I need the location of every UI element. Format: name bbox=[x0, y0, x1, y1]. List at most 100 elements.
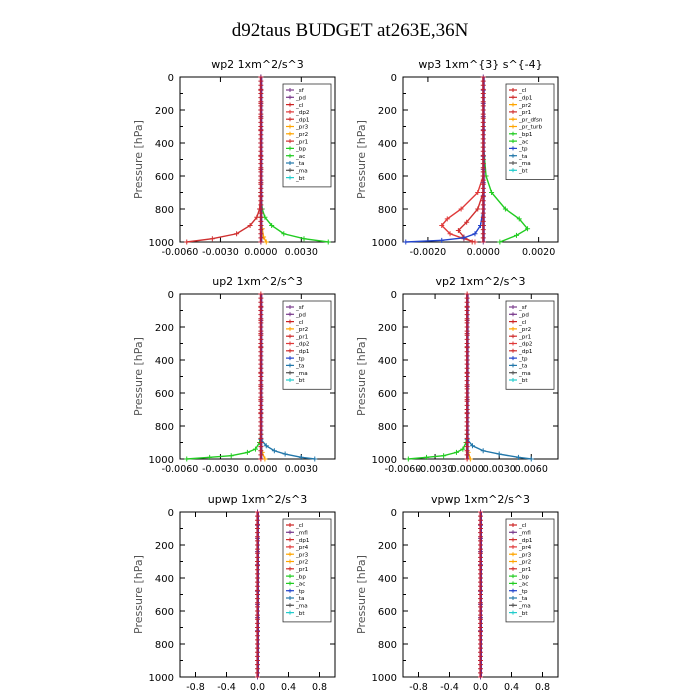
legend-marker bbox=[288, 175, 292, 180]
legend-entry: _ac bbox=[518, 582, 528, 588]
legend-entry: _pr2 bbox=[295, 132, 308, 138]
series-point bbox=[441, 453, 447, 459]
x-tick-label: -0.0030 bbox=[202, 464, 239, 475]
legend-marker bbox=[288, 168, 292, 173]
series-point bbox=[497, 239, 503, 245]
legend-entry: _dp1 bbox=[295, 117, 310, 123]
y-tick-label: 600 bbox=[378, 389, 397, 400]
series-point bbox=[271, 448, 277, 454]
legend-entry: _tp bbox=[518, 589, 528, 595]
legend-entry: _cl bbox=[518, 523, 527, 529]
series-point bbox=[228, 453, 234, 459]
legend-entry: _bt bbox=[295, 611, 305, 617]
chart-panel-3: up2 1xm^2/s^3 Pressure [hPa] 0 200 400 600 800… bbox=[132, 275, 336, 475]
legend-entry: _ac bbox=[295, 154, 305, 160]
series-point bbox=[461, 235, 467, 241]
legend-entry: _bt bbox=[295, 176, 305, 182]
legend-marker bbox=[288, 117, 292, 122]
legend-entry: _tp bbox=[518, 356, 528, 362]
legend-box bbox=[282, 300, 332, 390]
x-tick-label: -0.0020 bbox=[410, 247, 447, 258]
legend-entry: _dp1 bbox=[518, 538, 533, 544]
legend-entry: _bt bbox=[518, 611, 528, 617]
legend-entry: _cl bbox=[295, 103, 304, 109]
legend-marker bbox=[511, 341, 515, 346]
legend-marker bbox=[511, 312, 515, 317]
y-tick-label: 0 bbox=[391, 508, 397, 519]
series-point bbox=[424, 454, 430, 460]
legend-entry: _ma bbox=[295, 371, 308, 377]
x-tick-label: 0.0 bbox=[473, 682, 488, 693]
legend-marker bbox=[288, 530, 292, 535]
legend-marker bbox=[511, 530, 515, 535]
legend-marker bbox=[511, 610, 515, 615]
y-tick-label: 200 bbox=[155, 541, 174, 552]
series-line-pr1 bbox=[186, 192, 262, 243]
legend-entry: _sf bbox=[295, 88, 305, 94]
legend-marker bbox=[511, 117, 515, 122]
legend-entry: _pd bbox=[295, 96, 306, 102]
legend-marker bbox=[511, 305, 515, 309]
y-tick-label: 200 bbox=[378, 541, 397, 552]
series-point bbox=[234, 231, 240, 237]
y-axis-label: Pressure [hPa] bbox=[355, 337, 368, 416]
y-tick-label: 1000 bbox=[372, 455, 397, 466]
series-point bbox=[207, 454, 213, 460]
y-tick-label: 600 bbox=[155, 607, 174, 618]
legend-entry: _ta bbox=[518, 154, 527, 160]
x-tick-label: -0.0060 bbox=[162, 464, 199, 475]
series-line-dp1 bbox=[186, 434, 262, 460]
series-line-dp1 bbox=[408, 434, 468, 460]
x-tick-label: -0.4 bbox=[217, 682, 236, 693]
legend-marker bbox=[511, 370, 515, 375]
legend-marker bbox=[288, 139, 292, 144]
legend-entry: _ac bbox=[518, 139, 528, 145]
y-tick-label: 0 bbox=[391, 290, 397, 301]
legend-entry: _ta bbox=[295, 596, 304, 602]
series-line-tp bbox=[260, 438, 315, 460]
legend-marker bbox=[511, 102, 515, 107]
series-point bbox=[516, 216, 522, 222]
legend-entry: _sf bbox=[295, 305, 305, 311]
y-tick-label: 200 bbox=[378, 323, 397, 334]
legend-entry: _tp bbox=[295, 356, 305, 362]
legend-entry: _tp bbox=[295, 589, 305, 595]
y-tick-label: 400 bbox=[378, 139, 397, 150]
legend-marker bbox=[511, 326, 515, 331]
y-tick-label: 400 bbox=[155, 574, 174, 585]
legend-marker bbox=[288, 378, 292, 382]
series-point bbox=[282, 451, 288, 457]
y-tick-label: 0 bbox=[168, 508, 174, 519]
series-point bbox=[263, 443, 269, 449]
x-tick-label: 0.0000 bbox=[244, 464, 277, 475]
series-point bbox=[460, 446, 466, 452]
legend-entry: _dp2 bbox=[518, 342, 532, 348]
series-point bbox=[325, 239, 331, 245]
series-point bbox=[475, 190, 481, 195]
chart-title: vpwp 1xm^2/s^3 bbox=[431, 493, 530, 506]
series-point bbox=[301, 236, 307, 242]
legend-marker bbox=[511, 603, 515, 608]
series-point bbox=[475, 206, 481, 212]
series-point bbox=[469, 443, 475, 449]
x-tick-label: 0.0020 bbox=[522, 247, 555, 258]
legend-marker bbox=[288, 559, 292, 564]
series-point bbox=[184, 456, 190, 462]
legend-marker bbox=[288, 566, 292, 571]
legend-entry: _cl bbox=[295, 523, 304, 529]
y-axis-label: Pressure [hPa] bbox=[132, 120, 145, 199]
legend-marker bbox=[511, 139, 515, 144]
legend-entry: _dp1 bbox=[518, 349, 533, 355]
legend-marker bbox=[511, 523, 515, 527]
series-point bbox=[281, 231, 287, 237]
legend-entry: _ma bbox=[518, 604, 531, 610]
y-tick-label: 200 bbox=[155, 106, 174, 117]
legend-marker bbox=[288, 102, 292, 107]
series-point bbox=[209, 236, 215, 242]
y-tick-label: 0 bbox=[168, 290, 174, 301]
x-tick-label: 0.4 bbox=[504, 682, 519, 693]
legend-marker bbox=[288, 537, 292, 542]
series-point bbox=[244, 449, 250, 455]
legend-marker bbox=[288, 109, 292, 114]
